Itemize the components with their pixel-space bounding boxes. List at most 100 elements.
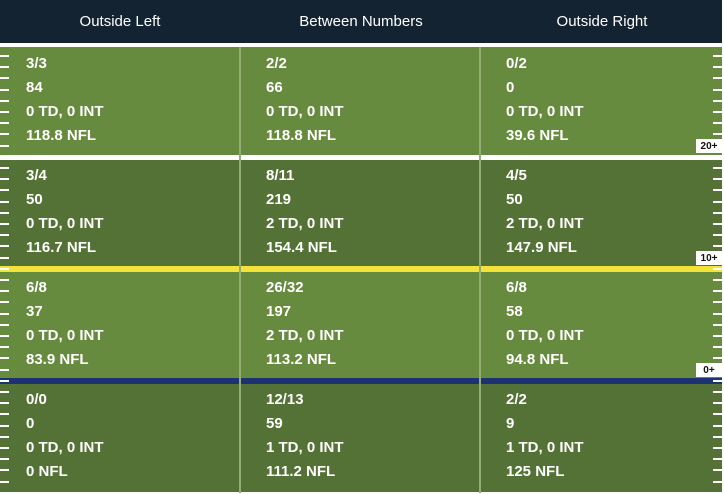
hash-mark [713,447,722,449]
passer-rating: 118.8 NFL [26,127,97,144]
hash-mark [0,391,9,393]
hash-mark [0,402,9,404]
td-int: 0 TD, 0 INT [26,215,104,232]
zone-cell: 6/8 37 0 TD, 0 INT 83.9 NFL [26,276,104,372]
yards: 9 [506,415,515,432]
header-outside-left: Outside Left [79,13,161,30]
zone-cell: 8/11 219 2 TD, 0 INT 154.4 NFL [266,164,344,260]
hash-mark [0,447,9,449]
zone-cell: 26/32 197 2 TD, 0 INT 113.2 NFL [266,276,344,372]
completions: 3/3 [26,55,47,72]
hash-mark [713,212,722,214]
passer-rating: 39.6 NFL [506,127,569,144]
hash-mark [713,178,722,180]
hash-mark [0,257,9,259]
hash-mark [0,178,9,180]
td-int: 1 TD, 0 INT [506,439,584,456]
zone-band-0-plus [0,272,722,378]
hash-mark [0,156,9,158]
hash-mark [713,100,722,102]
hash-mark [0,290,9,292]
hash-mark [0,89,9,91]
zone-band-20-plus [0,47,722,155]
hash-mark [0,413,9,415]
yard-marker-0: 0+ [696,363,722,377]
hash-mark [0,346,9,348]
zone-cell: 2/2 66 0 TD, 0 INT 118.8 NFL [266,52,344,148]
td-int: 0 TD, 0 INT [266,103,344,120]
column-divider-left [239,47,241,493]
header-between-numbers: Between Numbers [299,13,423,30]
completions: 8/11 [266,167,295,184]
column-divider-right [479,47,481,493]
hash-mark [713,324,722,326]
zone-cell: 4/5 50 2 TD, 0 INT 147.9 NFL [506,164,584,260]
hash-mark [0,425,9,427]
yards: 197 [266,303,292,320]
hash-mark [713,133,722,135]
td-int: 0 TD, 0 INT [506,327,584,344]
yards: 59 [266,415,283,432]
hash-mark [713,89,722,91]
zone-band-10-plus [0,160,722,266]
line-10-yard [0,266,722,272]
zone-cell: 0/0 0 0 TD, 0 INT 0 NFL [26,388,104,484]
completions: 6/8 [26,279,47,296]
hash-mark [0,357,9,359]
hash-mark [0,436,9,438]
hash-mark [713,380,722,382]
hash-mark [0,77,9,79]
hash-mark [713,290,722,292]
passer-rating: 111.2 NFL [266,463,336,480]
hash-mark [0,122,9,124]
hash-mark [713,66,722,68]
passer-rating: 83.9 NFL [26,351,89,368]
passer-rating: 94.8 NFL [506,351,569,368]
hash-mark [713,167,722,169]
hash-mark [0,133,9,135]
td-int: 2 TD, 0 INT [266,215,344,232]
yards: 66 [266,79,283,96]
yards: 0 [26,415,35,432]
hash-mark [713,234,722,236]
zone-cell: 0/2 0 0 TD, 0 INT 39.6 NFL [506,52,584,148]
hash-mark [0,369,9,371]
hash-mark [0,380,9,382]
completions: 26/32 [266,279,304,296]
passer-rating: 0 NFL [26,463,68,480]
hash-mark [713,201,722,203]
zone-cell: 12/13 59 1 TD, 0 INT 111.2 NFL [266,388,344,484]
hash-mark [0,212,9,214]
hash-mark [0,313,9,315]
zone-cell: 3/4 50 0 TD, 0 INT 116.7 NFL [26,164,104,260]
passer-rating: 154.4 NFL [266,239,337,256]
hash-mark [0,469,9,471]
hash-mark [0,324,9,326]
hash-mark [713,469,722,471]
td-int: 2 TD, 0 INT [506,215,584,232]
hash-mark [713,413,722,415]
passer-rating: 147.9 NFL [506,239,577,256]
passer-rating: 125 NFL [506,463,565,480]
hash-mark [713,391,722,393]
hash-mark [0,458,9,460]
hash-mark [0,223,9,225]
hash-mark [713,223,722,225]
hash-mark [713,111,722,113]
zone-cell: 6/8 58 0 TD, 0 INT 94.8 NFL [506,276,584,372]
hash-mark [0,481,9,483]
hash-mark [0,55,9,57]
hash-mark [713,458,722,460]
completions: 4/5 [506,167,527,184]
yards: 219 [266,191,292,208]
td-int: 0 TD, 0 INT [26,103,104,120]
yards: 58 [506,303,523,320]
hash-mark [0,167,9,169]
zone-cell: 3/3 84 0 TD, 0 INT 118.8 NFL [26,52,104,148]
zone-band-behind-line [0,384,722,492]
line-scrimmage [0,378,722,384]
yards: 0 [506,79,515,96]
hash-mark [0,234,9,236]
hash-mark [0,201,9,203]
